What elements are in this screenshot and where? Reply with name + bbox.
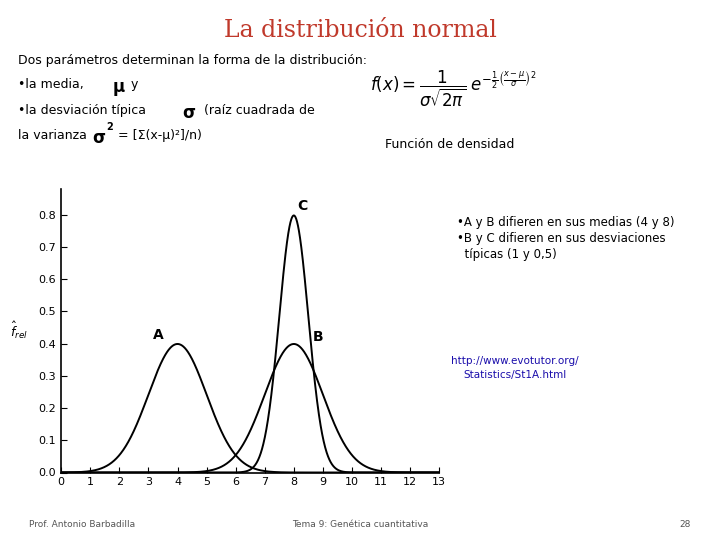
Text: la varianza: la varianza	[18, 129, 91, 141]
Text: A: A	[153, 328, 163, 342]
Text: http://www.evotutor.org/: http://www.evotutor.org/	[451, 356, 579, 367]
Text: y: y	[127, 78, 139, 91]
Text: 2: 2	[107, 122, 113, 132]
Text: •A y B difieren en sus medias (4 y 8): •A y B difieren en sus medias (4 y 8)	[457, 216, 675, 229]
Text: C: C	[297, 199, 307, 213]
Text: σ: σ	[182, 104, 195, 122]
Text: Statistics/St1A.html: Statistics/St1A.html	[463, 370, 567, 380]
Text: $f(x) = \dfrac{1}{\sigma\sqrt{2\pi}}\; e^{-\frac{1}{2}\left(\frac{x-\mu}{\sigma}: $f(x) = \dfrac{1}{\sigma\sqrt{2\pi}}\; e…	[370, 69, 537, 109]
Y-axis label: $\hat{f}_{rel}$: $\hat{f}_{rel}$	[10, 320, 28, 341]
Text: •la media,: •la media,	[18, 78, 88, 91]
Text: Función de densidad: Función de densidad	[385, 138, 515, 151]
Text: Tema 9: Genética cuantitativa: Tema 9: Genética cuantitativa	[292, 520, 428, 529]
Text: Dos parámetros determinan la forma de la distribución:: Dos parámetros determinan la forma de la…	[18, 54, 367, 67]
Text: μ: μ	[113, 78, 125, 96]
Text: La distribución normal: La distribución normal	[224, 19, 496, 42]
Text: típicas (1 y 0,5): típicas (1 y 0,5)	[457, 248, 557, 261]
Text: σ: σ	[92, 129, 105, 146]
Text: (raíz cuadrada de: (raíz cuadrada de	[196, 104, 315, 117]
Text: B: B	[312, 330, 323, 344]
Text: 28: 28	[680, 520, 691, 529]
Text: •B y C difieren en sus desviaciones: •B y C difieren en sus desviaciones	[457, 232, 666, 245]
Text: Prof. Antonio Barbadilla: Prof. Antonio Barbadilla	[29, 520, 135, 529]
Text: •la desviación típica: •la desviación típica	[18, 104, 150, 117]
Text: = [Σ(x-μ)²]/n): = [Σ(x-μ)²]/n)	[114, 129, 202, 141]
